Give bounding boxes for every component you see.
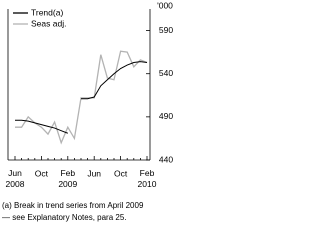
y-tick-label: 440 bbox=[159, 154, 173, 164]
x-tick-label: Oct bbox=[35, 168, 49, 178]
footnote: — see Explanatory Notes, para 25. bbox=[2, 213, 127, 222]
legend-label: Trend(a) bbox=[31, 7, 63, 17]
footnote: (a) Break in trend series from April 200… bbox=[2, 201, 144, 210]
series-line bbox=[15, 61, 148, 134]
y-tick-label: 490 bbox=[159, 111, 173, 121]
series-line bbox=[15, 50, 148, 145]
y-tick-label: 540 bbox=[159, 68, 173, 78]
x-tick-label: Feb 2010 bbox=[138, 168, 157, 189]
x-tick-label: Jun bbox=[87, 168, 101, 178]
chart: '000 (a) Break in trend series from Apri… bbox=[2, 0, 173, 222]
x-tick-label: Feb 2009 bbox=[58, 168, 77, 189]
y-tick-label: 590 bbox=[159, 25, 173, 35]
x-tick-label: Jun 2008 bbox=[6, 168, 25, 189]
y-unit-label: '000 bbox=[157, 0, 173, 10]
legend-label: Seas adj. bbox=[31, 18, 66, 28]
x-tick-label: Oct bbox=[114, 168, 128, 178]
